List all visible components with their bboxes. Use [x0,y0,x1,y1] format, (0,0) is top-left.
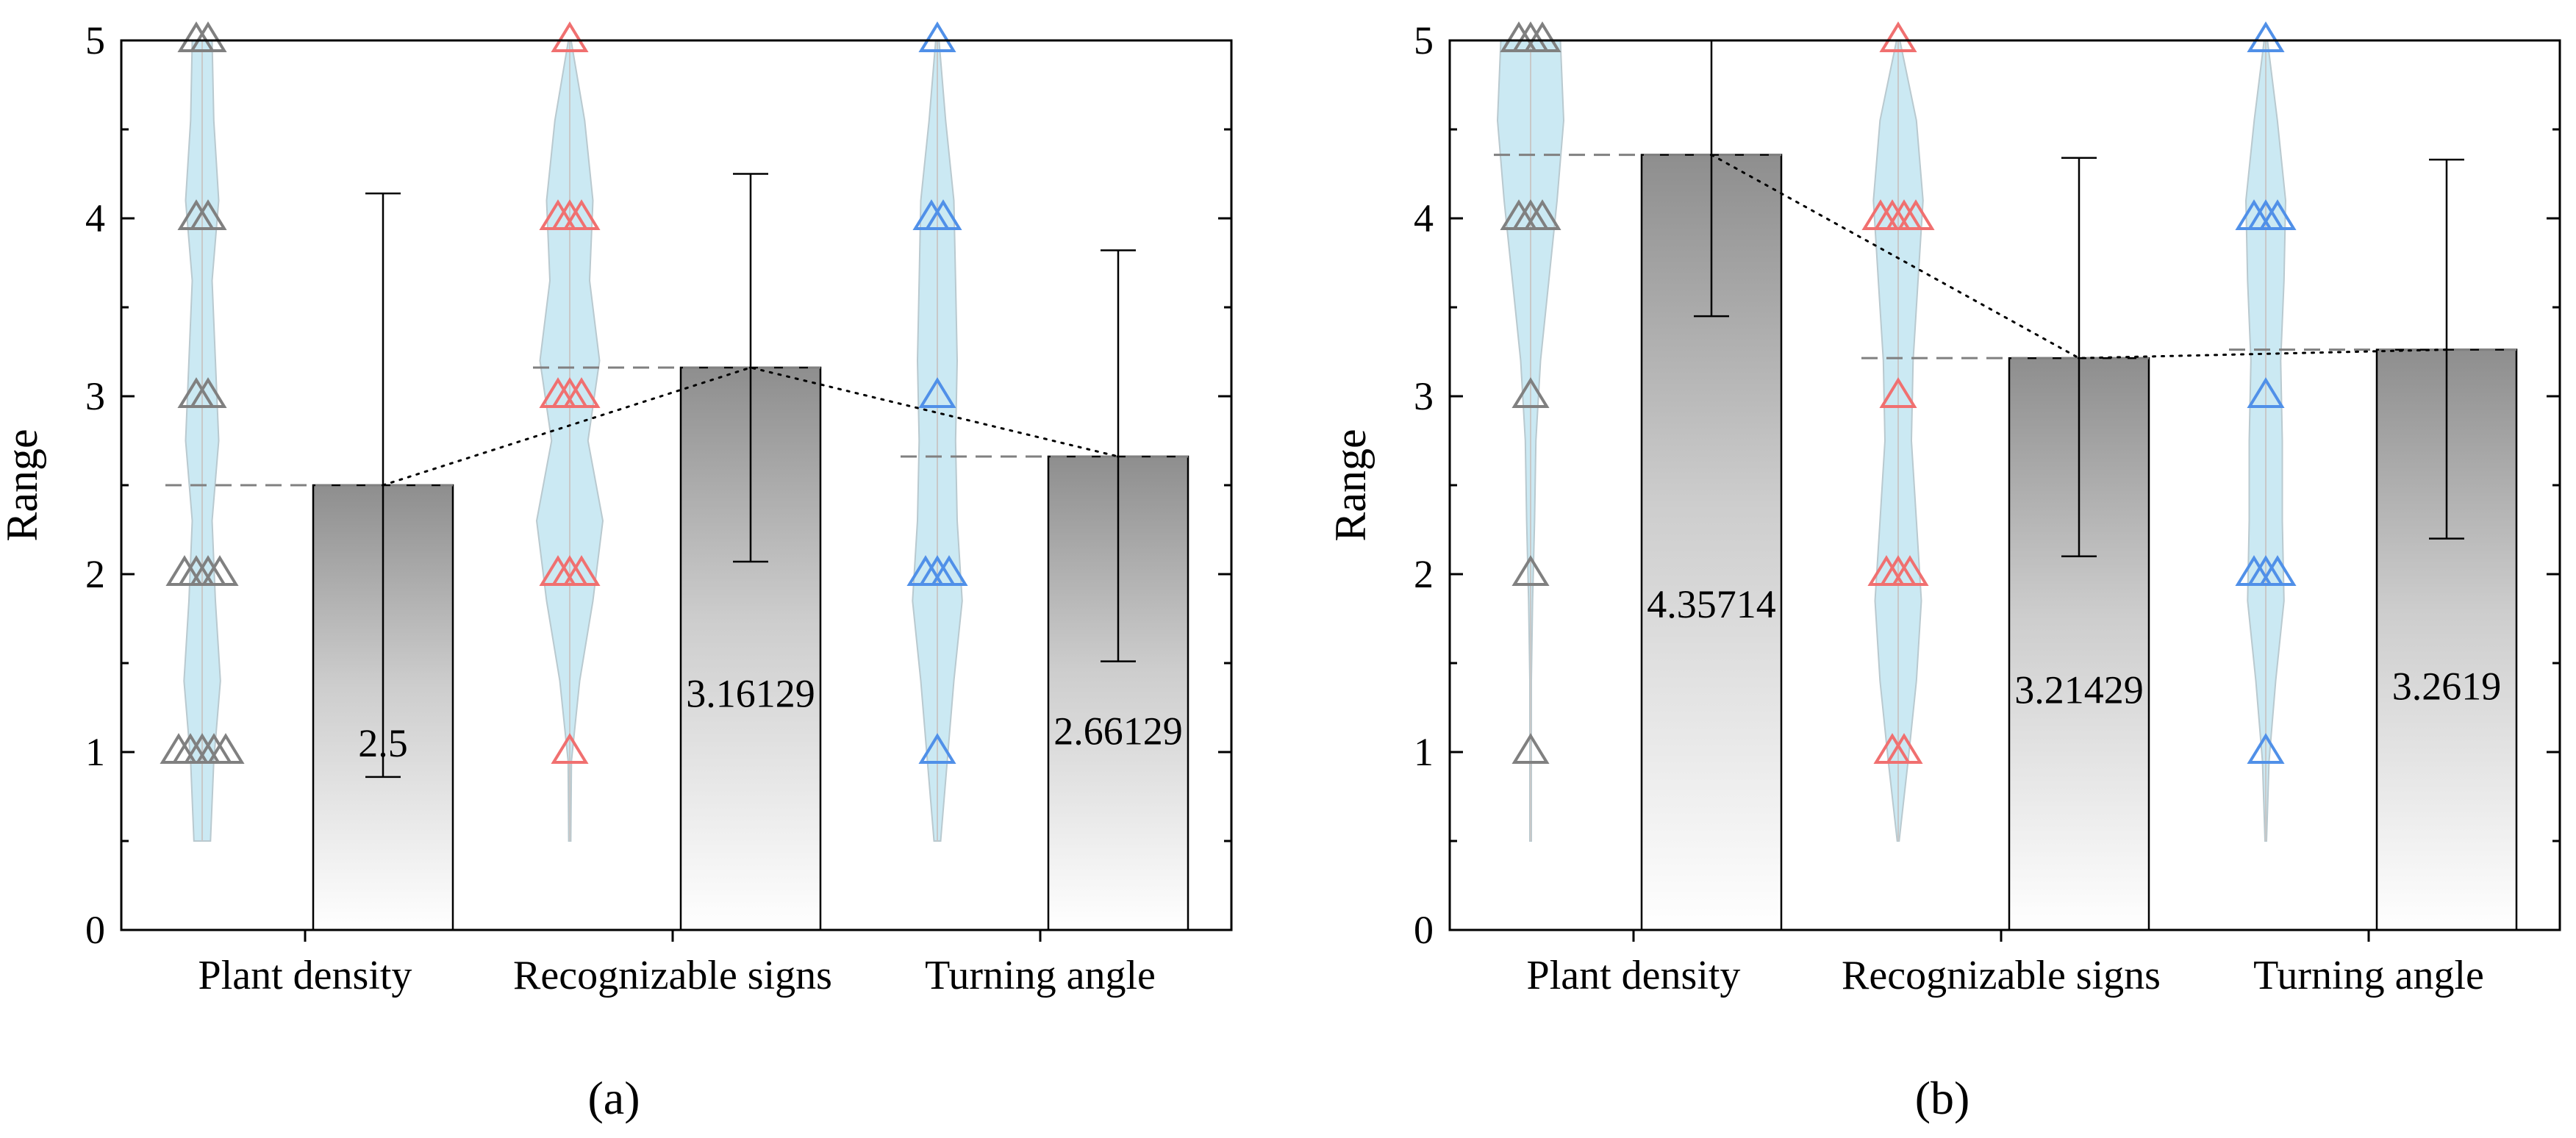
data-point-0-3-1 [189,377,227,408]
mean-value-label-1: 3.21429 [2014,668,2144,712]
data-point-0-5-2 [1523,21,1561,52]
y-axis-label: Range [0,429,46,541]
category-label-0: Plant density [198,953,412,998]
mean-value-label-0: 2.5 [358,721,408,765]
y-tick-label-0: 0 [1414,908,1434,952]
data-point-2-4-1 [924,199,962,230]
y-tick-label-2: 2 [85,552,105,596]
category-label-2: Turning angle [925,953,1156,998]
data-point-2-5-0 [918,21,956,52]
data-point-1-2-2 [1891,555,1929,586]
y-tick-label-4: 4 [85,196,105,240]
data-point-1-3-2 [562,377,601,408]
data-point-1-3-0 [1879,377,1917,408]
data-point-1-4-3 [1897,199,1935,230]
data-point-2-5-0 [2247,21,2285,52]
data-point-0-4-2 [1523,199,1561,230]
data-point-0-3-0 [1511,377,1550,408]
mean-value-label-2: 3.2619 [2392,664,2502,708]
category-label-2: Turning angle [2253,953,2484,998]
category-label-1: Recognizable signs [1842,953,2161,998]
panel-a: 2.5 3.16129 2.66129 0 1 2 3 4 5 Plant density Reco… [0,18,1233,1124]
data-point-1-1-0 [551,733,589,764]
category-label-1: Recognizable signs [513,953,832,998]
mean-trend-line [382,366,1120,487]
panel-label: (b) [1915,1072,1970,1124]
panel-label: (a) [587,1072,640,1124]
y-tick-label-3: 3 [1414,374,1434,418]
mean-value-label-1: 3.16129 [686,672,815,716]
y-tick-label-1: 1 [1414,730,1434,774]
data-point-1-4-2 [562,199,601,230]
data-point-2-4-2 [2258,199,2297,230]
y-tick-label-2: 2 [1414,552,1434,596]
data-point-2-1-0 [918,733,956,764]
data-point-2-3-0 [2247,377,2285,408]
data-point-0-1-4 [207,733,245,764]
y-tick-label-0: 0 [85,908,105,952]
data-point-0-2-0 [1511,555,1550,586]
data-point-1-2-2 [562,555,601,586]
data-point-0-5-1 [189,21,227,52]
y-tick-label-5: 5 [1414,18,1434,62]
data-point-0-4-1 [189,199,227,230]
mean-value-label-2: 2.66129 [1053,709,1183,754]
data-point-2-3-0 [918,377,956,408]
y-tick-label-1: 1 [85,730,105,774]
y-tick-label-4: 4 [1414,196,1434,240]
y-tick-label-5: 5 [85,18,105,62]
category-label-0: Plant density [1527,953,1741,998]
mean-value-label-0: 4.35714 [1647,582,1776,626]
y-axis-label: Range [1326,429,1375,541]
data-point-2-1-0 [2247,733,2285,764]
panel-b: 4.35714 3.21429 3.2619 0 1 2 3 4 5 Plant density R… [1326,18,2561,1124]
data-point-2-2-2 [2258,555,2297,586]
data-point-0-1-0 [1511,733,1550,764]
y-tick-label-3: 3 [85,374,105,418]
data-point-1-5-0 [1879,21,1917,52]
data-point-0-2-3 [201,555,239,586]
data-point-1-5-0 [551,21,589,52]
data-point-1-1-1 [1885,733,1923,764]
data-point-2-2-2 [930,555,968,586]
